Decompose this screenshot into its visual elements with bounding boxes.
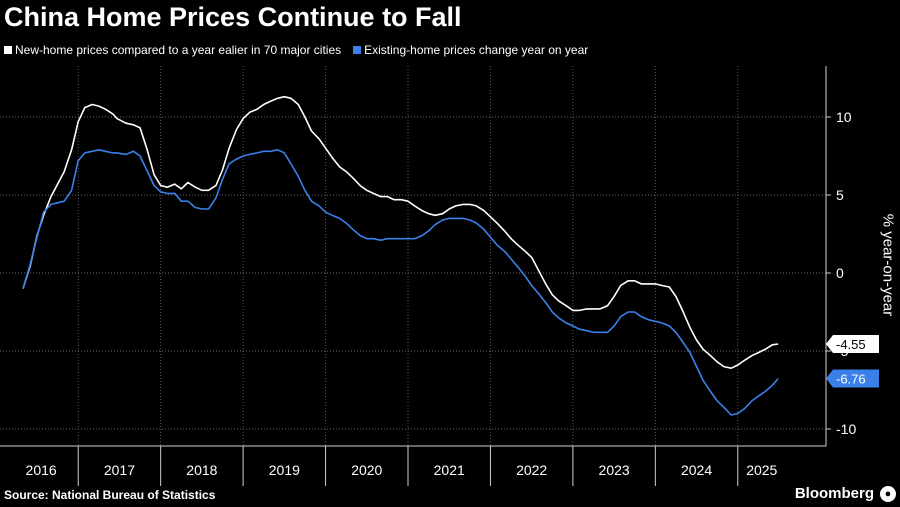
brand-logo: Bloomberg (794, 485, 874, 502)
x-tick-label: 2018 (186, 462, 217, 478)
legend-swatch-blue (353, 46, 362, 54)
x-tick-label: 2023 (599, 462, 630, 478)
legend-swatch-white (4, 46, 12, 54)
y-tick-label: 5 (836, 187, 844, 203)
end-value-badge (826, 334, 879, 353)
legend-item-existing-home: Existing-home prices change year on year (353, 43, 588, 57)
x-tick-label: 2022 (516, 462, 547, 478)
y-tick-label: -10 (836, 421, 856, 437)
end-value-label: -4.55 (836, 337, 866, 352)
x-tick-label: 2025 (746, 462, 777, 478)
x-tick-label: 2020 (351, 462, 382, 478)
legend-item-new-home: New-home prices compared to a year ealie… (4, 43, 341, 57)
source-note: Source: National Bureau of Statistics (4, 488, 216, 502)
x-tick-label: 2021 (434, 462, 465, 478)
series-line-existing-home (22, 149, 779, 416)
end-value-badge (826, 369, 879, 388)
brand-badge-icon: ● (880, 486, 896, 502)
x-tick-label: 2024 (681, 462, 712, 478)
y-axis-label: % year-on-year (879, 213, 897, 317)
legend-label-existing-home: Existing-home prices change year on year (364, 43, 589, 57)
legend: New-home prices compared to a year ealie… (4, 43, 600, 57)
x-tick-label: 2019 (269, 462, 300, 478)
chart-title: China Home Prices Continue to Fall (4, 2, 462, 32)
end-value-label: -6.76 (836, 371, 866, 386)
y-tick-label: 0 (836, 265, 844, 281)
series-line-new-home (22, 95, 779, 369)
x-tick-label: 2017 (104, 462, 135, 478)
y-tick-label: 10 (836, 109, 852, 125)
legend-label-new-home: New-home prices compared to a year ealie… (15, 43, 342, 57)
x-tick-label: 2016 (26, 462, 57, 478)
